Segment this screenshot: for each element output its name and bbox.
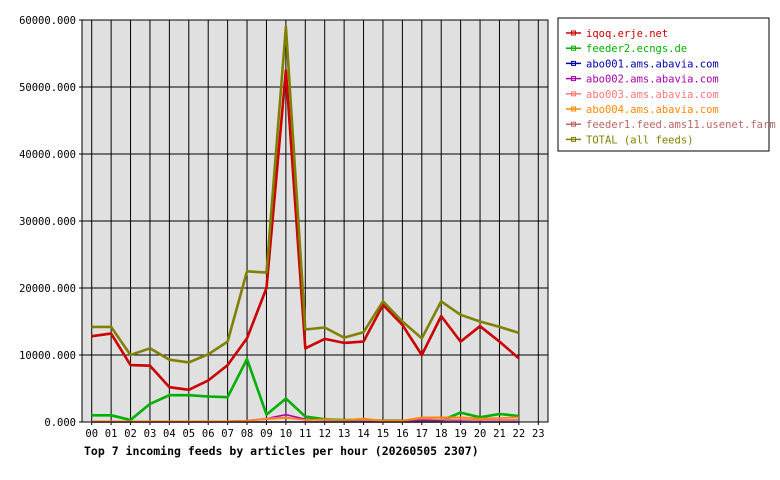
x-tick-label: 17 xyxy=(415,428,428,440)
y-tick-label: 60000.000 xyxy=(19,15,76,27)
legend-marker xyxy=(571,106,576,112)
y-tick-label: 40000.000 xyxy=(19,149,76,161)
series-line-0 xyxy=(91,69,520,392)
legend-label: abo004.ams.abavia.com xyxy=(586,104,719,116)
plot-border xyxy=(81,19,549,423)
legend-label: feeder1.feed.ams11.usenet.farm xyxy=(586,119,776,131)
x-tick-label: 16 xyxy=(396,428,409,440)
x-tick-label: 03 xyxy=(144,428,157,440)
x-tick-label: 09 xyxy=(260,428,273,440)
legend-entry: TOTAL (all feeds) xyxy=(566,134,693,146)
x-tick-label: 14 xyxy=(357,428,370,440)
legend-entry: abo001.ams.abavia.com xyxy=(566,58,719,70)
y-tick-label: 50000.000 xyxy=(19,82,76,94)
legend-marker xyxy=(571,91,576,97)
legend: iqoq.erje.net feeder2.ecngs.de abo001.ams.… xyxy=(557,17,776,152)
x-tick-label: 12 xyxy=(318,428,331,440)
legend-label: feeder2.ecngs.de xyxy=(586,43,687,55)
x-tick-label: 11 xyxy=(299,428,312,440)
legend-marker xyxy=(571,45,576,51)
x-tick-label: 20 xyxy=(474,428,487,440)
legend-entry: iqoq.erje.net xyxy=(566,28,668,40)
y-tick-label: 30000.000 xyxy=(19,216,76,228)
y-tick-label: 20000.000 xyxy=(19,283,76,295)
legend-marker xyxy=(571,136,576,142)
x-tick-label: 23 xyxy=(532,428,545,440)
legend-entry: feeder2.ecngs.de xyxy=(566,43,687,55)
x-tick-labels: 00 01 02 03 04 05 06 07 08 09 10 11 12 13 14 15 16 17 18 19… xyxy=(85,428,544,440)
y-tick-label: 10000.000 xyxy=(19,350,76,362)
x-tick-label: 19 xyxy=(454,428,467,440)
y-tick-label: 0.000 xyxy=(44,417,76,429)
x-tick-label: 02 xyxy=(124,428,137,440)
y-tick-labels: 0.000 10000.000 20000.000 30000.000 40000.00… xyxy=(19,15,76,429)
x-tick-label: 07 xyxy=(221,428,234,440)
x-tick-label: 08 xyxy=(241,428,254,440)
legend-marker xyxy=(571,30,576,36)
chart-title: Top 7 incoming feeds by articles per hou… xyxy=(84,444,479,458)
x-tick-label: 22 xyxy=(513,428,526,440)
x-tick-label: 21 xyxy=(493,428,506,440)
legend-entry: abo002.ams.abavia.com xyxy=(566,74,719,86)
x-tick-label: 13 xyxy=(338,428,351,440)
x-tick-label: 10 xyxy=(280,428,293,440)
x-tick-label: 01 xyxy=(105,428,118,440)
legend-label: abo003.ams.abavia.com xyxy=(586,89,719,101)
legend-label: iqoq.erje.net xyxy=(586,28,668,40)
legend-marker xyxy=(571,76,576,82)
x-tick-label: 04 xyxy=(163,428,176,440)
series-line-7 xyxy=(91,25,520,364)
legend-entry: abo004.ams.abavia.com xyxy=(566,104,719,116)
legend-label: abo001.ams.abavia.com xyxy=(586,58,719,70)
x-tick-label: 06 xyxy=(202,428,215,440)
legend-box xyxy=(557,17,770,152)
x-tick-label: 15 xyxy=(377,428,390,440)
legend-label: TOTAL (all feeds) xyxy=(586,134,693,146)
x-tick-label: 18 xyxy=(435,428,448,440)
legend-entry: abo003.ams.abavia.com xyxy=(566,89,719,101)
x-tick-label: 00 xyxy=(85,428,98,440)
legend-label: abo002.ams.abavia.com xyxy=(586,74,719,86)
legend-entry: feeder1.feed.ams11.usenet.farm xyxy=(566,119,776,131)
x-tick-label: 05 xyxy=(182,428,195,440)
legend-marker xyxy=(571,60,576,66)
legend-marker xyxy=(571,121,576,127)
